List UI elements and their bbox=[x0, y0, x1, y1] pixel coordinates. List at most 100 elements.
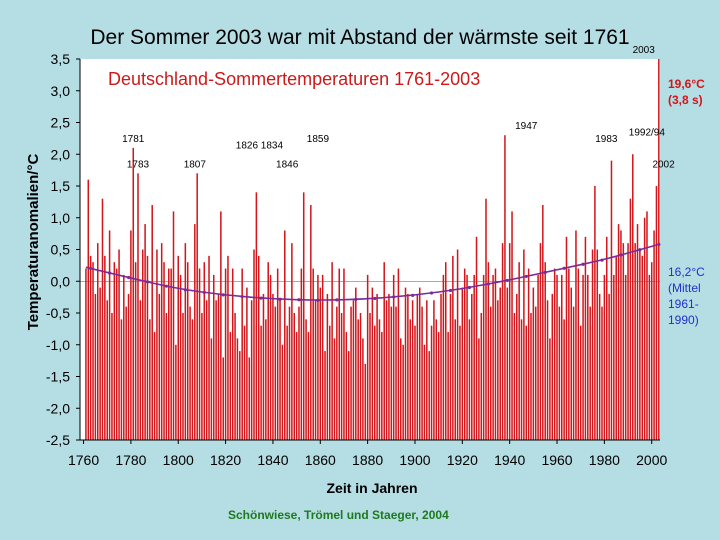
trend-marker bbox=[392, 295, 396, 299]
bar bbox=[508, 243, 511, 440]
bar bbox=[158, 293, 161, 440]
bar bbox=[137, 173, 139, 441]
bar bbox=[376, 293, 378, 440]
bar bbox=[144, 224, 146, 440]
bar bbox=[594, 186, 596, 440]
x-tick-label: 1780 bbox=[115, 452, 146, 468]
bar bbox=[156, 249, 158, 440]
bar bbox=[577, 268, 580, 440]
bar bbox=[418, 287, 421, 440]
bar bbox=[646, 211, 648, 440]
x-tick-label: 1860 bbox=[305, 452, 336, 468]
bar bbox=[106, 300, 108, 440]
trend-marker bbox=[657, 242, 661, 247]
trend-marker bbox=[543, 270, 547, 274]
bar bbox=[596, 249, 599, 440]
trend-marker bbox=[638, 248, 642, 252]
trend-marker bbox=[259, 296, 263, 300]
bar bbox=[428, 351, 430, 440]
annotations-layer: 1781 1783 1807 1826 1834 1846 1859 1947 1983 199… bbox=[122, 45, 675, 170]
bar bbox=[632, 154, 634, 440]
trend-marker bbox=[354, 297, 358, 301]
trend-marker bbox=[240, 294, 244, 299]
bar bbox=[539, 243, 542, 440]
bar bbox=[437, 332, 440, 440]
bar bbox=[85, 268, 87, 440]
trend-marker bbox=[89, 266, 93, 271]
bar bbox=[326, 293, 329, 440]
bar bbox=[414, 325, 416, 440]
bar bbox=[217, 293, 220, 440]
bar bbox=[224, 268, 227, 440]
bar bbox=[231, 268, 234, 440]
bar bbox=[281, 344, 284, 440]
bar bbox=[627, 243, 629, 440]
bar bbox=[213, 274, 215, 440]
bar bbox=[343, 268, 345, 440]
bar bbox=[650, 262, 653, 440]
bar bbox=[492, 274, 494, 440]
bar bbox=[203, 262, 206, 440]
bar bbox=[523, 249, 525, 440]
bar bbox=[99, 287, 101, 440]
trend-marker bbox=[600, 258, 604, 262]
bar bbox=[201, 313, 203, 440]
bar bbox=[459, 325, 461, 440]
bar bbox=[312, 268, 314, 440]
bar bbox=[601, 306, 603, 440]
bar bbox=[139, 300, 142, 440]
bar bbox=[385, 300, 388, 440]
bar bbox=[347, 351, 350, 440]
bar bbox=[383, 262, 385, 440]
mean-value: 16,2°C bbox=[668, 265, 705, 279]
trend-marker bbox=[486, 282, 490, 286]
x-tick-label: 1820 bbox=[210, 452, 241, 468]
bar bbox=[317, 274, 319, 440]
bar bbox=[407, 293, 409, 440]
bar bbox=[160, 243, 163, 440]
bar bbox=[134, 262, 137, 440]
bar bbox=[127, 293, 130, 440]
bar bbox=[359, 313, 362, 440]
bar bbox=[146, 255, 149, 440]
bar bbox=[191, 319, 194, 440]
bar bbox=[340, 313, 343, 440]
bar bbox=[466, 274, 468, 440]
bar bbox=[513, 313, 516, 440]
bar bbox=[373, 325, 376, 440]
bar bbox=[286, 325, 288, 440]
bar bbox=[553, 268, 556, 440]
bar bbox=[175, 344, 177, 440]
bar bbox=[141, 249, 144, 440]
bar bbox=[544, 262, 546, 440]
x-tick-label: 1760 bbox=[68, 452, 99, 468]
bar bbox=[475, 236, 478, 440]
y-axis-label: Temperaturanomalien/°C bbox=[25, 154, 42, 331]
mean-text-1: (Mittel bbox=[668, 281, 701, 295]
bar bbox=[392, 274, 395, 440]
bar bbox=[314, 300, 317, 440]
bar bbox=[620, 230, 622, 440]
trend-marker bbox=[183, 288, 187, 292]
bar bbox=[257, 255, 260, 440]
bar bbox=[336, 306, 338, 440]
bar bbox=[400, 338, 402, 440]
bar bbox=[461, 287, 464, 440]
bar bbox=[381, 332, 383, 440]
bar bbox=[397, 268, 400, 440]
bar bbox=[293, 313, 296, 440]
peak-annotation: 1992/94 bbox=[629, 128, 666, 139]
bar bbox=[265, 319, 267, 440]
bar bbox=[246, 287, 248, 440]
x-axis-label: Zeit in Jahren bbox=[326, 480, 417, 496]
bar bbox=[364, 363, 367, 440]
bar bbox=[421, 306, 423, 440]
x-tick-label: 1880 bbox=[352, 452, 383, 468]
bar bbox=[307, 332, 310, 440]
bar bbox=[485, 198, 487, 440]
bar bbox=[345, 332, 348, 440]
bar bbox=[629, 198, 632, 440]
peak-annotation: 1983 bbox=[595, 134, 618, 145]
bar bbox=[591, 249, 594, 440]
axes-layer: 3,5 3,0 2,5 2,0 1,5 1,0 0,5 0,0 -0,5 -1,0 -1,5 -2,0… bbox=[46, 51, 668, 468]
